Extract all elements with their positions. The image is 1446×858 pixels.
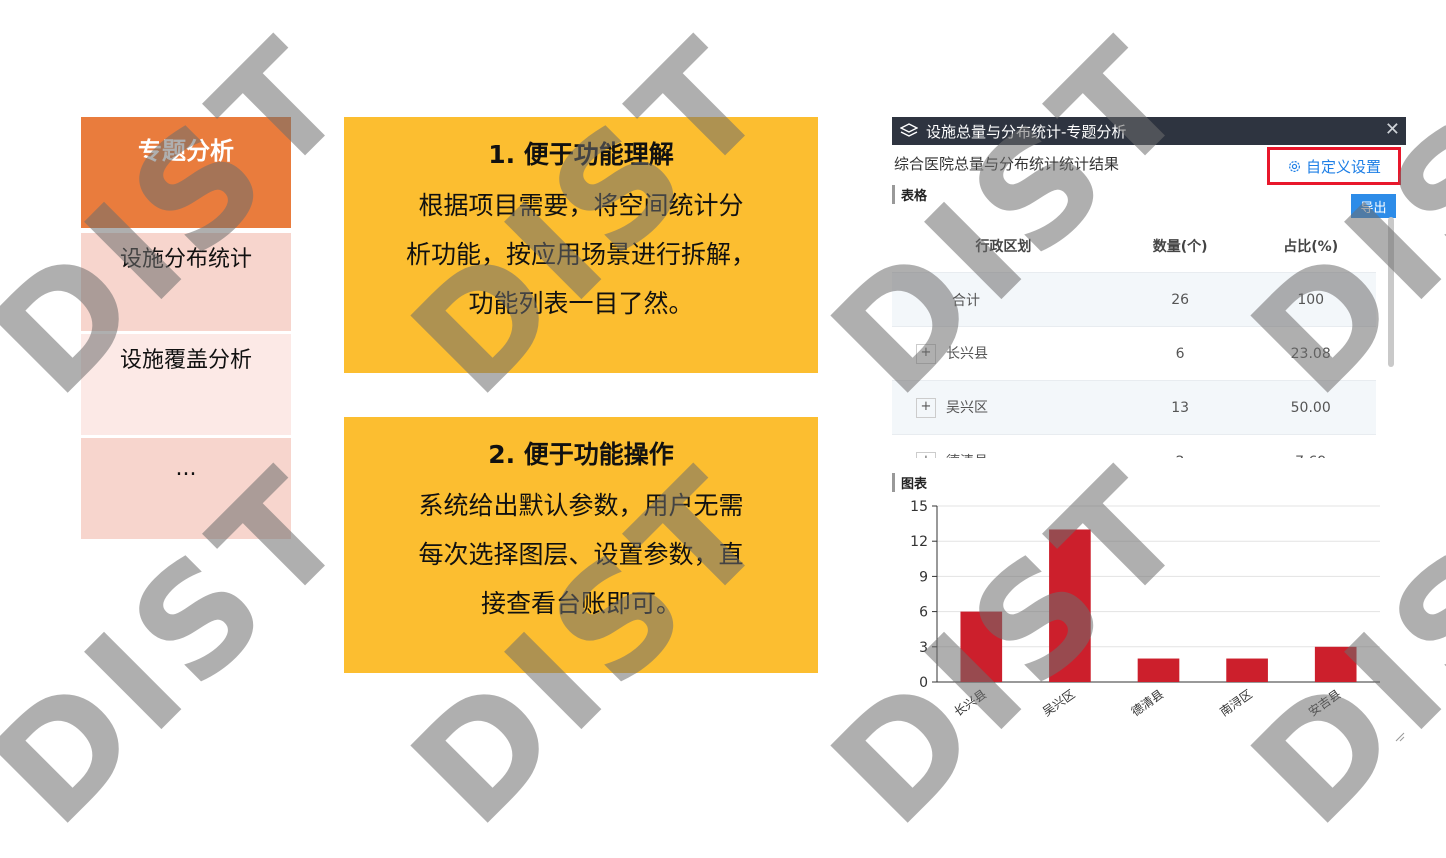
export-button[interactable]: 导出: [1351, 194, 1396, 218]
result-subtitle: 综合医院总量与分布统计统计结果: [894, 155, 1120, 173]
table-scrollbar[interactable]: [1388, 217, 1394, 367]
card-title: 2. 便于功能操作: [488, 440, 674, 469]
y-tick-label: 0: [919, 675, 928, 691]
card-line: 系统给出默认参数，用户无需: [418, 491, 744, 520]
expand-icon[interactable]: +: [916, 344, 936, 364]
table-section-label: 表格: [892, 185, 1406, 204]
column-header-ratio[interactable]: 占比(%): [1245, 220, 1376, 273]
region-name: 长兴县: [946, 346, 988, 362]
table-row[interactable]: + 吴兴区 13 50.00: [892, 380, 1376, 435]
card-line: 析功能，按应用场景进行拆解，: [405, 240, 756, 269]
feature-card-operation: 2. 便于功能操作 系统给出默认参数，用户无需 每次选择图层、设置参数，直 接查…: [344, 417, 818, 673]
card-line: 功能列表一目了然。: [468, 289, 694, 318]
bar: [1137, 658, 1180, 682]
resize-handle-icon[interactable]: [1395, 732, 1405, 742]
bar-chart: 0 3 6 9 12 15 长兴县 吴兴区 德清县 南浔区 安吉县: [910, 499, 1380, 719]
table-row[interactable]: + 长兴县 6 23.08: [892, 326, 1376, 381]
menu-item-facility-distribution[interactable]: 设施分布统计: [81, 233, 291, 331]
region-cell: + 德清县: [892, 434, 1115, 458]
table-row[interactable]: 合计 26 100: [892, 272, 1376, 327]
topic-menu: 专题分析 设施分布统计 设施覆盖分析 ...: [81, 117, 291, 539]
expand-icon[interactable]: +: [916, 452, 936, 458]
card-body: 系统给出默认参数，用户无需 每次选择图层、设置参数，直 接查看台账即可。: [344, 481, 818, 628]
card-line: 每次选择图层、设置参数，直: [418, 540, 744, 569]
bar: [1314, 646, 1357, 682]
y-tick-label: 12: [910, 534, 928, 550]
column-header-count[interactable]: 数量(个): [1114, 220, 1246, 273]
bar: [960, 611, 1003, 682]
count-cell: 2: [1114, 434, 1246, 458]
stats-table: 行政区划 数量(个) 占比(%) 合计 26 100 + 长兴县 6 23.08 …: [892, 220, 1376, 458]
y-tick-label: 3: [919, 640, 928, 656]
card-line: 接查看台账即可。: [480, 589, 681, 618]
chart-section-label: 图表: [892, 473, 927, 492]
menu-item-facility-coverage[interactable]: 设施覆盖分析: [81, 334, 291, 435]
x-tick-label: 德清县: [1128, 686, 1166, 719]
x-tick-label: 长兴县: [951, 687, 989, 719]
region-cell: 合计: [892, 272, 1115, 327]
ratio-cell: 50.00: [1245, 380, 1376, 435]
table-row[interactable]: + 德清县 2 7.69: [892, 434, 1376, 458]
column-header-region[interactable]: 行政区划: [892, 220, 1115, 273]
expand-icon[interactable]: +: [916, 398, 936, 418]
region-cell: + 吴兴区: [892, 380, 1115, 435]
layers-icon: [900, 123, 918, 137]
region-name: 吴兴区: [946, 400, 988, 416]
feature-card-understanding: 1. 便于功能理解 根据项目需要，将空间统计分 析功能，按应用场景进行拆解， 功…: [344, 117, 818, 373]
stats-table-wrapper[interactable]: 行政区划 数量(个) 占比(%) 合计 26 100 + 长兴县 6 23.08 …: [892, 220, 1384, 458]
card-body: 根据项目需要，将空间统计分 析功能，按应用场景进行拆解， 功能列表一目了然。: [344, 181, 818, 328]
count-cell: 6: [1114, 326, 1246, 381]
region-name: 德清县: [946, 454, 988, 458]
menu-item-more[interactable]: ...: [81, 438, 291, 539]
bar: [1226, 658, 1268, 682]
y-tick-label: 9: [919, 569, 928, 585]
region-cell: + 长兴县: [892, 326, 1115, 381]
custom-settings-label: 自定义设置: [1305, 157, 1381, 176]
gear-icon: [1289, 160, 1300, 172]
card-line: 根据项目需要，将空间统计分: [418, 191, 744, 220]
dialog-titlebar[interactable]: 设施总量与分布统计-专题分析 ✕: [892, 117, 1406, 145]
close-icon[interactable]: ✕: [1384, 119, 1400, 140]
y-tick-label: 6: [919, 605, 928, 621]
custom-settings-button[interactable]: 自定义设置: [1267, 147, 1401, 185]
y-tick-label: 15: [910, 499, 928, 515]
ratio-cell: 100: [1245, 272, 1376, 327]
dialog-title: 设施总量与分布统计-专题分析: [926, 122, 1127, 141]
x-tick-label: 吴兴区: [1040, 687, 1078, 719]
count-cell: 26: [1114, 272, 1246, 327]
x-tick-label: 南浔区: [1217, 686, 1255, 719]
x-tick-label: 安吉县: [1305, 686, 1343, 719]
ratio-cell: 23.08: [1245, 326, 1376, 381]
count-cell: 13: [1114, 380, 1246, 435]
bar: [1049, 529, 1091, 682]
card-title: 1. 便于功能理解: [488, 140, 674, 169]
menu-header: 专题分析: [81, 117, 291, 228]
ratio-cell: 7.69: [1245, 434, 1376, 458]
